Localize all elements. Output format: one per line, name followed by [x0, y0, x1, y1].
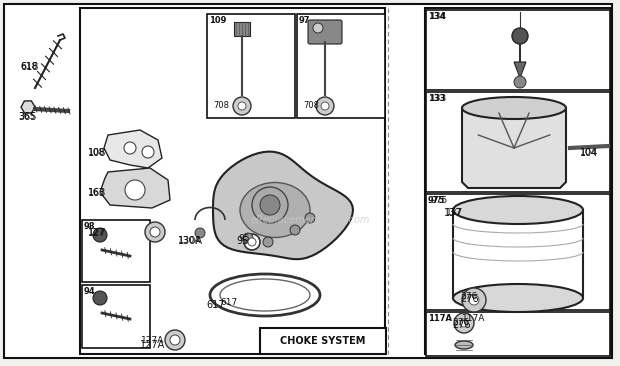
- Text: 618: 618: [20, 62, 38, 72]
- Text: 618: 618: [20, 62, 37, 71]
- Circle shape: [260, 195, 280, 215]
- Bar: [82, 220, 150, 282]
- Text: 137: 137: [446, 208, 463, 217]
- Circle shape: [313, 23, 323, 33]
- Polygon shape: [462, 108, 566, 188]
- Polygon shape: [213, 152, 353, 259]
- Circle shape: [460, 319, 468, 327]
- Ellipse shape: [462, 97, 566, 119]
- Text: 130A: 130A: [178, 236, 203, 246]
- Text: 127: 127: [88, 228, 105, 237]
- Ellipse shape: [240, 183, 310, 238]
- FancyBboxPatch shape: [308, 20, 342, 44]
- Text: 117A: 117A: [428, 314, 452, 323]
- Text: 104: 104: [580, 148, 598, 158]
- Circle shape: [170, 335, 180, 345]
- Circle shape: [124, 142, 136, 154]
- Circle shape: [145, 222, 165, 242]
- Text: 137: 137: [444, 208, 463, 218]
- Text: 97: 97: [299, 16, 311, 25]
- Text: 134: 134: [430, 12, 447, 21]
- Circle shape: [305, 213, 315, 223]
- Bar: [425, 8, 611, 354]
- Bar: [207, 14, 295, 118]
- Text: 134: 134: [428, 12, 446, 21]
- Text: 163: 163: [88, 188, 107, 198]
- Ellipse shape: [455, 341, 473, 349]
- Circle shape: [165, 330, 185, 350]
- Text: 163: 163: [88, 188, 105, 197]
- Ellipse shape: [453, 196, 583, 224]
- Text: 975: 975: [430, 196, 447, 205]
- Circle shape: [514, 76, 526, 88]
- Ellipse shape: [453, 284, 583, 312]
- Circle shape: [195, 228, 205, 238]
- Circle shape: [238, 102, 246, 110]
- Text: CHOKE SYSTEM: CHOKE SYSTEM: [280, 336, 366, 346]
- Text: 276: 276: [452, 318, 469, 327]
- Text: 108: 108: [88, 148, 105, 157]
- Circle shape: [93, 228, 107, 242]
- Text: 130A: 130A: [178, 236, 202, 245]
- Circle shape: [469, 295, 479, 305]
- Text: 127: 127: [88, 228, 107, 238]
- Bar: [426, 92, 610, 192]
- Text: 617: 617: [206, 300, 224, 310]
- Circle shape: [462, 288, 486, 312]
- Text: 276: 276: [460, 294, 479, 304]
- Text: eReplacementParts.com: eReplacementParts.com: [250, 215, 370, 225]
- Text: 117A: 117A: [462, 314, 485, 323]
- Circle shape: [290, 225, 300, 235]
- Bar: [426, 312, 610, 356]
- Circle shape: [252, 187, 288, 223]
- Text: 276: 276: [460, 292, 477, 301]
- Text: 365: 365: [18, 112, 37, 122]
- Polygon shape: [514, 62, 526, 78]
- Text: 104: 104: [580, 148, 597, 157]
- Circle shape: [125, 180, 145, 200]
- Text: 94: 94: [84, 287, 95, 296]
- Circle shape: [263, 237, 273, 247]
- Bar: [297, 14, 385, 118]
- Bar: [260, 328, 386, 354]
- Text: 365: 365: [18, 112, 35, 121]
- Bar: [234, 22, 250, 36]
- Circle shape: [150, 227, 160, 237]
- Text: 127A: 127A: [141, 336, 164, 345]
- Bar: [82, 285, 150, 348]
- Ellipse shape: [220, 279, 310, 311]
- Text: 708: 708: [303, 101, 319, 110]
- Text: 708: 708: [213, 101, 229, 110]
- Text: 276: 276: [452, 320, 471, 330]
- Bar: [426, 10, 610, 90]
- Circle shape: [243, 233, 253, 243]
- Circle shape: [233, 97, 251, 115]
- Circle shape: [248, 238, 256, 246]
- Bar: [426, 194, 610, 310]
- Text: 127A: 127A: [140, 340, 166, 350]
- Text: 108: 108: [88, 148, 107, 158]
- Polygon shape: [104, 130, 162, 168]
- Text: 98: 98: [84, 222, 95, 231]
- Text: 95: 95: [236, 236, 249, 246]
- Bar: [80, 8, 385, 354]
- Circle shape: [512, 28, 528, 44]
- Text: 975: 975: [428, 196, 445, 205]
- Text: 133: 133: [428, 94, 445, 103]
- Ellipse shape: [210, 274, 320, 316]
- Text: 133: 133: [430, 94, 447, 103]
- Circle shape: [142, 146, 154, 158]
- Text: 109: 109: [209, 16, 226, 25]
- Polygon shape: [100, 168, 170, 208]
- Circle shape: [316, 97, 334, 115]
- Text: 617: 617: [220, 298, 237, 307]
- Circle shape: [321, 102, 329, 110]
- Circle shape: [454, 313, 474, 333]
- Text: 95: 95: [238, 234, 249, 243]
- Circle shape: [93, 291, 107, 305]
- Circle shape: [244, 234, 260, 250]
